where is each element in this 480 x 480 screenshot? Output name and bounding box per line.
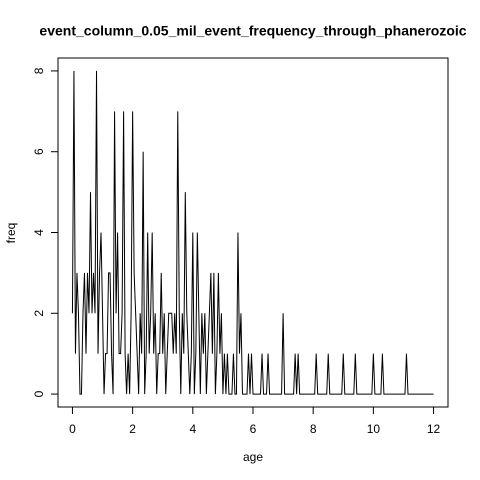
x-tick-label: 8 bbox=[310, 422, 317, 436]
y-tick-label: 8 bbox=[32, 67, 46, 74]
x-tick-label: 2 bbox=[129, 422, 136, 436]
x-tick-label: 10 bbox=[367, 422, 381, 436]
x-tick-label: 0 bbox=[69, 422, 76, 436]
y-tick-label: 6 bbox=[32, 148, 46, 155]
x-tick-label: 6 bbox=[250, 422, 257, 436]
y-tick-label: 4 bbox=[32, 229, 46, 236]
x-tick-label: 12 bbox=[427, 422, 441, 436]
x-tick-label: 4 bbox=[189, 422, 196, 436]
x-axis-label: age bbox=[243, 450, 263, 464]
y-tick-label: 2 bbox=[32, 310, 46, 317]
data-line bbox=[71, 70, 434, 395]
y-tick-label: 0 bbox=[32, 390, 46, 397]
chart-title: event_column_0.05_mil_event_frequency_th… bbox=[39, 23, 466, 39]
plot-box bbox=[57, 57, 449, 408]
y-axis-label: freq bbox=[4, 223, 18, 244]
